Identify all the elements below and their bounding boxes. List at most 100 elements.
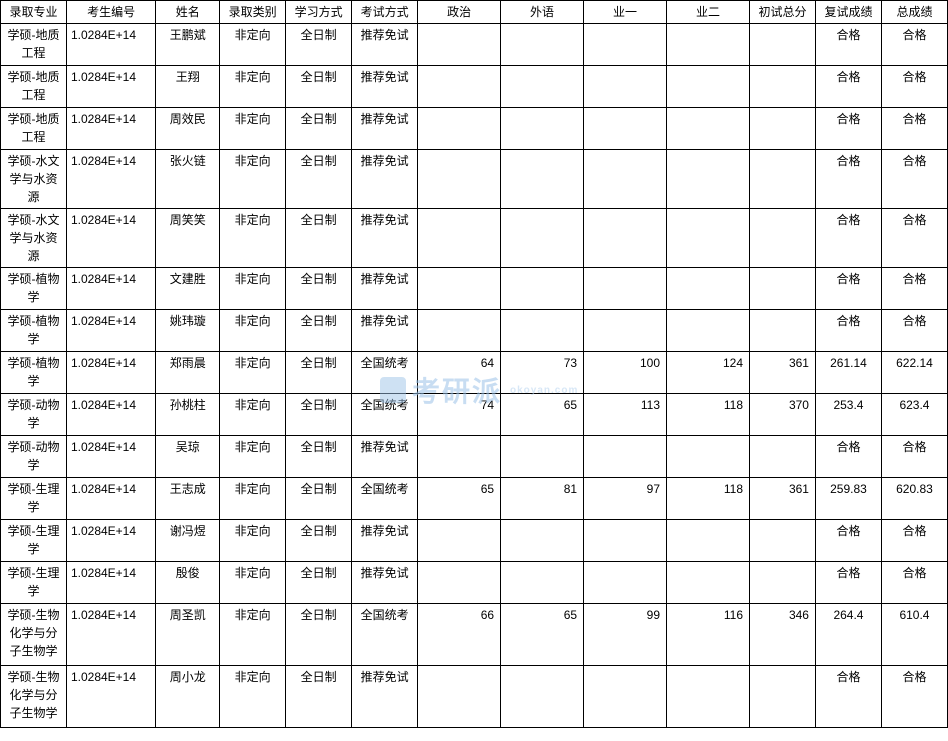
cell-pol [418,66,501,108]
cell-init [750,666,816,728]
cell-pol [418,108,501,150]
cell-pol: 74 [418,394,501,436]
cell-init [750,436,816,478]
cell-re: 合格 [815,562,881,604]
cell-major: 学硕-植物学 [1,352,67,394]
cell-major: 学硕-动物学 [1,394,67,436]
cell-major: 学硕-生理学 [1,478,67,520]
cell-major: 学硕-水文学与水资源 [1,209,67,268]
col-header-re: 复试成绩 [815,1,881,24]
cell-exam: 推荐免试 [352,24,418,66]
cell-mode: 全日制 [286,520,352,562]
cell-id: 1.0284E+14 [66,66,155,108]
cell-re: 合格 [815,108,881,150]
cell-s1 [584,436,667,478]
cell-total: 合格 [881,24,947,66]
cell-s1 [584,66,667,108]
cell-major: 学硕-地质工程 [1,108,67,150]
cell-re: 264.4 [815,604,881,666]
cell-s2 [667,436,750,478]
cell-major: 学硕-地质工程 [1,66,67,108]
cell-fl [501,520,584,562]
cell-fl [501,209,584,268]
col-header-cat: 录取类别 [220,1,286,24]
cell-mode: 全日制 [286,24,352,66]
cell-major: 学硕-生理学 [1,562,67,604]
cell-cat: 非定向 [220,66,286,108]
cell-mode: 全日制 [286,150,352,209]
cell-fl [501,310,584,352]
cell-total: 623.4 [881,394,947,436]
cell-fl [501,666,584,728]
cell-major: 学硕-生物化学与分子生物学 [1,604,67,666]
cell-name: 王翔 [156,66,220,108]
cell-total: 合格 [881,268,947,310]
cell-s2: 116 [667,604,750,666]
cell-s1: 99 [584,604,667,666]
cell-mode: 全日制 [286,604,352,666]
col-header-total: 总成绩 [881,1,947,24]
cell-s2: 124 [667,352,750,394]
cell-re: 合格 [815,209,881,268]
cell-major: 学硕-生理学 [1,520,67,562]
cell-mode: 全日制 [286,562,352,604]
cell-s1 [584,666,667,728]
table-row: 学硕-动物学1.0284E+14吴琼非定向全日制推荐免试合格合格 [1,436,948,478]
cell-id: 1.0284E+14 [66,150,155,209]
cell-exam: 全国统考 [352,604,418,666]
cell-s1 [584,150,667,209]
cell-id: 1.0284E+14 [66,310,155,352]
cell-pol [418,436,501,478]
cell-s1: 100 [584,352,667,394]
cell-pol [418,24,501,66]
cell-init [750,24,816,66]
cell-id: 1.0284E+14 [66,268,155,310]
cell-re: 合格 [815,66,881,108]
cell-pol: 64 [418,352,501,394]
cell-major: 学硕-地质工程 [1,24,67,66]
cell-pol: 66 [418,604,501,666]
cell-cat: 非定向 [220,352,286,394]
cell-exam: 推荐免试 [352,66,418,108]
cell-major: 学硕-植物学 [1,310,67,352]
cell-name: 张火链 [156,150,220,209]
cell-init [750,150,816,209]
cell-s2 [667,24,750,66]
cell-id: 1.0284E+14 [66,352,155,394]
cell-re: 合格 [815,436,881,478]
cell-cat: 非定向 [220,478,286,520]
cell-s2 [667,209,750,268]
cell-name: 王志成 [156,478,220,520]
cell-cat: 非定向 [220,520,286,562]
cell-exam: 全国统考 [352,352,418,394]
cell-init [750,268,816,310]
cell-total: 合格 [881,108,947,150]
table-row: 学硕-动物学1.0284E+14孙桃柱非定向全日制全国统考74651131183… [1,394,948,436]
cell-re: 合格 [815,268,881,310]
cell-fl: 65 [501,604,584,666]
cell-re: 合格 [815,24,881,66]
cell-mode: 全日制 [286,352,352,394]
col-header-id: 考生编号 [66,1,155,24]
cell-s1 [584,562,667,604]
cell-s2 [667,66,750,108]
cell-exam: 全国统考 [352,478,418,520]
table-row: 学硕-水文学与水资源1.0284E+14张火链非定向全日制推荐免试合格合格 [1,150,948,209]
cell-cat: 非定向 [220,604,286,666]
col-header-s2: 业二 [667,1,750,24]
cell-mode: 全日制 [286,209,352,268]
cell-re: 合格 [815,520,881,562]
table-header-row: 录取专业考生编号姓名录取类别学习方式考试方式政治外语业一业二初试总分复试成绩总成… [1,1,948,24]
cell-re: 合格 [815,310,881,352]
table-body: 学硕-地质工程1.0284E+14王鹏斌非定向全日制推荐免试合格合格学硕-地质工… [1,24,948,728]
cell-s2 [667,666,750,728]
cell-init [750,520,816,562]
cell-s2 [667,562,750,604]
cell-fl [501,150,584,209]
cell-init: 346 [750,604,816,666]
cell-fl [501,108,584,150]
cell-pol [418,666,501,728]
cell-s2 [667,520,750,562]
cell-fl [501,562,584,604]
table-row: 学硕-地质工程1.0284E+14王鹏斌非定向全日制推荐免试合格合格 [1,24,948,66]
